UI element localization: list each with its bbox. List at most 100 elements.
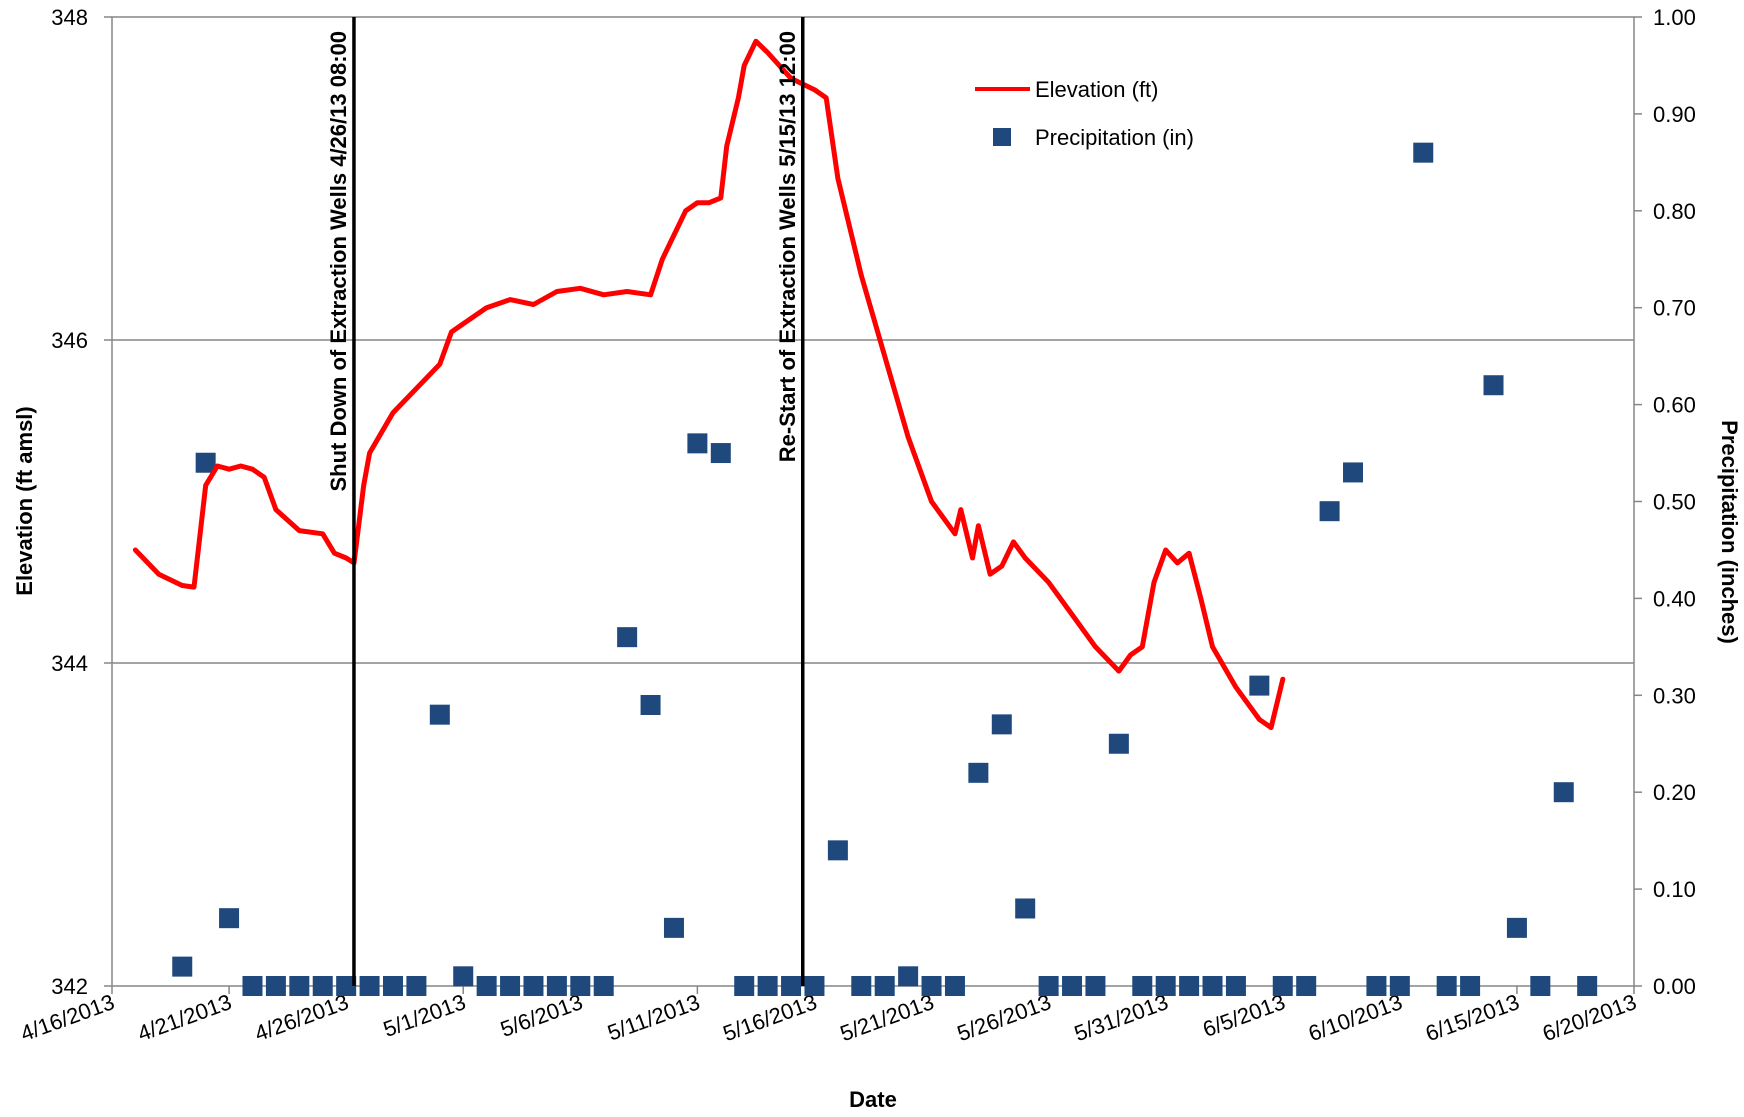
precipitation-point (1319, 501, 1340, 522)
left-tick-label: 348 (51, 5, 88, 30)
precipitation-point (289, 976, 310, 996)
legend: Elevation (ft) Precipitation (in) (975, 77, 1194, 150)
annotation-label: Re-Start of Extraction Wells 5/15/13 12:… (775, 31, 800, 462)
precipitation-point (1179, 976, 1200, 996)
legend-precipitation-label: Precipitation (in) (1035, 125, 1194, 150)
x-tick-label: 5/31/2013 (1071, 989, 1172, 1046)
precipitation-point (1062, 976, 1083, 996)
plot-area (111, 16, 1635, 987)
precipitation-point (851, 976, 872, 996)
precipitation-point (687, 433, 708, 454)
precipitation-point (172, 956, 193, 977)
precipitation-point (804, 976, 825, 996)
precipitation-point (453, 966, 474, 987)
annotation-label: Shut Down of Extraction Wells 4/26/13 08… (326, 31, 351, 492)
x-tick-label: 6/20/2013 (1539, 989, 1640, 1046)
precipitation-point (1249, 675, 1270, 696)
precipitation-point (1413, 142, 1434, 163)
elevation-series (132, 38, 1286, 731)
precipitation-point (429, 704, 450, 725)
precipitation-point (1436, 976, 1457, 996)
precipitation-point (781, 976, 802, 996)
precipitation-point (1296, 976, 1317, 996)
right-tick-label: 0.10 (1653, 877, 1696, 902)
x-tick-label: 5/1/2013 (380, 989, 469, 1042)
precipitation-point (640, 694, 661, 715)
right-tick-label: 0.30 (1653, 683, 1696, 708)
left-axis-ticks: 342 344 346 348 (51, 5, 112, 999)
precipitation-point (1483, 375, 1504, 396)
precipitation-point (195, 452, 216, 473)
right-tick-label: 0.40 (1653, 586, 1696, 611)
precipitation-point (1038, 976, 1059, 996)
x-tick-label: 6/10/2013 (1305, 989, 1406, 1046)
left-tick-label: 346 (51, 328, 88, 353)
precipitation-point (921, 976, 942, 996)
precipitation-point (219, 908, 240, 929)
precipitation-point (1155, 976, 1176, 996)
precipitation-point (1366, 976, 1387, 996)
precipitation-point (827, 840, 848, 861)
left-tick-label: 344 (51, 651, 88, 676)
precipitation-point (874, 976, 895, 996)
precipitation-point (1202, 976, 1223, 996)
right-axis-ticks: 0.00 0.10 0.20 0.30 0.40 0.50 0.60 0.70 0.80 0.90… (1634, 5, 1696, 999)
precipitation-point (500, 976, 521, 996)
precipitation-point (898, 966, 919, 987)
precipitation-point (944, 976, 965, 996)
right-tick-label: 0.70 (1653, 296, 1696, 321)
precipitation-point (617, 627, 638, 648)
left-axis-title: Elevation (ft amsl) (12, 406, 37, 595)
precipitation-point (1577, 976, 1598, 996)
precipitation-point (734, 976, 755, 996)
precipitation-point (382, 976, 403, 996)
right-tick-label: 0.60 (1653, 393, 1696, 418)
legend-precipitation-marker (993, 128, 1011, 146)
precipitation-point (710, 443, 731, 464)
precipitation-point (359, 976, 380, 996)
right-tick-label: 0.00 (1653, 974, 1696, 999)
right-axis-title: Precipitation (inches) (1717, 420, 1742, 644)
x-tick-label: 4/21/2013 (134, 989, 235, 1046)
grid-lines (112, 339, 1634, 664)
precipitation-point (242, 976, 263, 996)
precipitation-point (312, 976, 333, 996)
precipitation-point (1553, 782, 1574, 803)
precipitation-point (1389, 976, 1410, 996)
precipitation-point (523, 976, 544, 996)
x-tick-label: 6/5/2013 (1199, 989, 1288, 1042)
precipitation-point (593, 976, 614, 996)
precipitation-point (1015, 898, 1036, 919)
elevation-line (132, 38, 1286, 731)
x-tick-label: 6/15/2013 (1422, 989, 1523, 1046)
precipitation-point (1460, 976, 1481, 996)
precipitation-point (1506, 917, 1527, 938)
precipitation-point (663, 917, 684, 938)
x-tick-label: 5/6/2013 (497, 989, 586, 1042)
precipitation-point (1343, 462, 1364, 483)
precipitation-point (546, 976, 567, 996)
precipitation-point (757, 976, 778, 996)
precipitation-point (1085, 976, 1106, 996)
x-tick-label: 4/26/2013 (251, 989, 352, 1046)
legend-elevation-label: Elevation (ft) (1035, 77, 1159, 102)
precipitation-point (1225, 976, 1246, 996)
precipitation-point (265, 976, 286, 996)
precipitation-point (991, 714, 1012, 735)
x-tick-label: 5/21/2013 (837, 989, 938, 1046)
right-tick-label: 0.20 (1653, 780, 1696, 805)
precipitation-series (172, 142, 1598, 996)
left-tick-label: 342 (51, 974, 88, 999)
annotations: Shut Down of Extraction Wells 4/26/13 08… (326, 17, 805, 986)
precipitation-point (1108, 733, 1129, 754)
x-tick-label: 5/26/2013 (954, 989, 1055, 1046)
precipitation-point (570, 976, 591, 996)
right-tick-label: 0.90 (1653, 102, 1696, 127)
x-tick-label: 5/11/2013 (604, 989, 703, 1045)
precipitation-point (476, 976, 497, 996)
right-tick-label: 0.80 (1653, 199, 1696, 224)
right-tick-label: 0.50 (1653, 490, 1696, 515)
x-axis-title: Date (849, 1087, 897, 1112)
precipitation-point (968, 762, 989, 783)
